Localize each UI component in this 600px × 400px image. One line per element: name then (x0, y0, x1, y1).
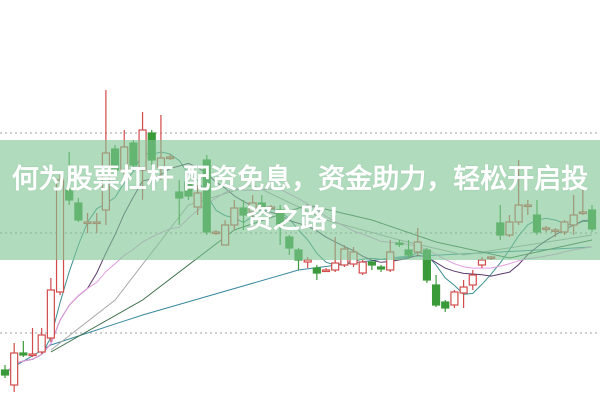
candle-body (321, 269, 331, 273)
candle-body (10, 352, 19, 386)
candle-up (37, 328, 46, 354)
candle-up (459, 280, 468, 308)
candle-up (10, 343, 19, 392)
candle-down (312, 265, 321, 280)
candle-down (431, 275, 441, 307)
candle-body (441, 301, 450, 309)
candle-body (358, 261, 367, 274)
candle-body (19, 352, 28, 356)
candle-down (0, 365, 10, 378)
candle-body (0, 369, 10, 376)
candle-body (367, 261, 376, 266)
candle-body (46, 289, 55, 339)
candle-up (468, 270, 477, 290)
candle-down (376, 265, 386, 272)
candle-up (28, 328, 37, 357)
headline-title: 何为股票杠杆 配资免息，资金助力，轻松开启投资之路！ (11, 164, 589, 235)
candle-body (37, 334, 46, 353)
candle-body (376, 266, 386, 270)
candle-up (321, 268, 331, 273)
candle-up (450, 290, 459, 308)
candle-body (303, 259, 312, 263)
candle-body (331, 262, 340, 271)
candle-down (367, 260, 376, 270)
candle-body (459, 286, 468, 294)
headline-banner: 何为股票杠杆 配资免息，资金助力，轻松开启投资之路！ (0, 140, 600, 260)
candle-down (19, 341, 28, 357)
candle-body (450, 291, 459, 306)
candle-up (46, 278, 55, 342)
candle-body (431, 284, 441, 306)
candle-body (312, 267, 321, 274)
candle-body (28, 353, 37, 357)
candle-body (468, 274, 477, 286)
candle-body (477, 259, 487, 266)
candle-down (441, 300, 450, 312)
candle-up (358, 260, 367, 275)
